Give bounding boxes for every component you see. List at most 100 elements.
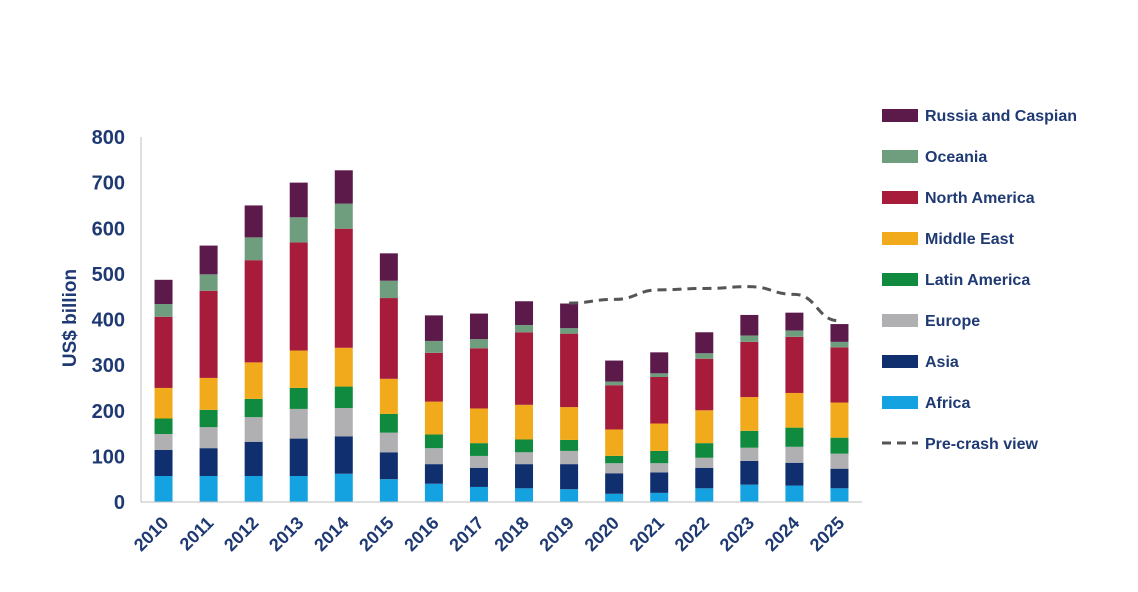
bar-segment-europe [469,455,488,468]
y-tick-label: 800 [92,127,125,149]
bar-stack-2017 [469,313,488,502]
bar-segment-africa [379,479,398,502]
x-axis: 2010 2011 2012 2013 2014 2015 2016 2017 2018 2019… [130,501,862,555]
bar-segment-europe [154,434,173,450]
x-tick-label: 2021 [626,513,668,555]
bar-segment-middle-east [289,350,308,388]
bar-segment-latin-america [830,437,849,454]
bar-segment-europe [830,453,849,469]
bar-segment-africa [244,475,263,502]
bar-segment-north-america [244,260,263,363]
bar-segment-russia-and-caspian [379,253,398,281]
bar-segment-north-america [650,376,669,424]
bar-segment-middle-east [379,378,398,414]
y-tick-label: 700 [92,173,125,195]
legend-swatch [882,396,918,409]
bar-segment-north-america [469,348,488,409]
bar-segment-asia [830,468,849,489]
bar-segment-latin-america [199,409,218,428]
bar-segment-asia [605,473,624,494]
bar-segment-asia [424,464,443,484]
bar-segment-russia-and-caspian [695,332,714,354]
bar-segment-europe [650,463,669,473]
bar-stack-2024 [785,312,804,502]
bar-segment-russia-and-caspian [650,352,669,374]
x-tick-label: 2015 [355,513,397,555]
bar-segment-north-america [379,298,398,379]
bar-segment-oceania [199,274,218,291]
bar-segment-africa [289,475,308,502]
bar-segment-asia [469,467,488,487]
bar-segment-russia-and-caspian [785,312,804,331]
x-tick-label: 2014 [310,513,352,555]
x-tick-label: 2020 [581,513,623,555]
legend-label: Middle East [925,231,1015,248]
bar-segment-oceania [740,335,759,342]
bar-segment-africa [785,485,804,502]
bar-segment-oceania [289,217,308,243]
bar-segment-europe [785,446,804,463]
legend-swatch [882,191,918,204]
legend-label: Oceania [925,149,987,166]
bar-segment-africa [605,493,624,502]
bar-segment-oceania [695,353,714,359]
legend-swatch [882,232,918,245]
bar-segment-latin-america [154,418,173,435]
legend-item-africa: Africa [882,395,970,412]
bar-segment-africa [334,473,353,502]
bar-segment-oceania [605,381,624,386]
legend-item-europe: Europe [882,313,980,330]
bar-segment-europe [199,427,218,449]
pre-crash-line [569,285,840,323]
bar-segment-russia-and-caspian [244,205,263,238]
legend-item-oceania: Oceania [882,149,987,166]
bar-segment-middle-east [560,407,579,440]
bar-segment-russia-and-caspian [199,245,218,275]
bar-segment-russia-and-caspian [605,360,624,382]
bar-stack-2018 [515,301,534,502]
x-tick-label: 2019 [535,513,577,555]
bar-segment-latin-america [379,413,398,433]
bar-segment-africa [740,484,759,502]
y-tick-label: 0 [114,492,125,514]
bar-segment-africa [560,489,579,502]
bar-segment-africa [830,488,849,502]
bar-segment-latin-america [334,386,353,409]
bar-segment-middle-east [650,423,669,451]
y-tick-label: 200 [92,401,125,423]
legend-swatch [882,314,918,327]
bar-segment-africa [650,492,669,502]
legend-swatch [882,273,918,286]
y-axis: 0 100 200 300 400 500 600 700 800 [92,127,142,514]
bar-segment-africa [515,488,534,502]
bar-segment-asia [379,452,398,480]
y-tick-label: 600 [92,218,125,240]
bar-segment-middle-east [515,404,534,440]
bar-segment-europe [289,408,308,439]
legend: Russia and Caspian Oceania North America Mi… [882,108,1077,453]
bar-segment-oceania [650,373,669,377]
legend-label: Russia and Caspian [925,108,1077,125]
legend-item-latin-america: Latin America [882,272,1030,289]
bar-segment-russia-and-caspian [560,303,579,329]
legend-swatch [882,109,918,122]
bar-segment-europe [515,452,534,465]
bar-segment-russia-and-caspian [424,315,443,341]
bar-segment-middle-east [154,387,173,419]
bar-segment-africa [154,475,173,502]
bar-segment-russia-and-caspian [469,313,488,340]
bar-segment-europe [605,463,624,474]
bar-segment-latin-america [469,443,488,456]
bar-segment-oceania [154,303,173,317]
bar-segment-oceania [830,341,849,348]
y-tick-label: 500 [92,264,125,286]
bar-segment-oceania [244,237,263,261]
bar-segment-latin-america [244,398,263,418]
bar-segment-latin-america [695,443,714,458]
bar-segment-latin-america [515,439,534,453]
bar-segment-russia-and-caspian [830,324,849,342]
x-tick-label: 2023 [716,513,758,555]
bar-segment-asia [199,448,218,476]
bar-stack-2010 [154,279,173,502]
